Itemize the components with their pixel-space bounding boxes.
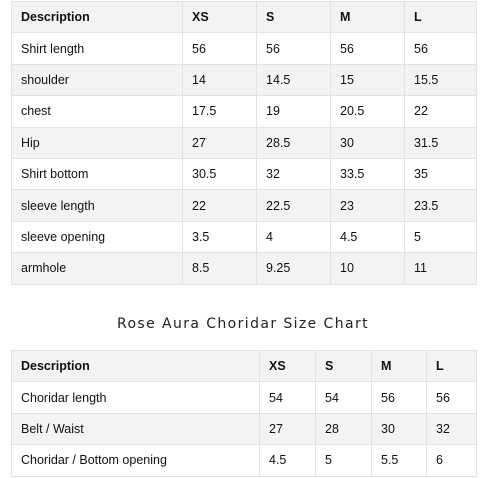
shirt-size-value: 56 — [330, 32, 405, 65]
shirt-size-value: 32 — [256, 157, 331, 191]
table-row: Choridar length 54 54 56 56 — [11, 381, 477, 414]
choridar-size-table: Description XS S M L Choridar length 54 54 56 56 B… — [11, 349, 477, 477]
choridar-column-header: S — [315, 349, 372, 383]
choridar-size-value: 5.5 — [371, 444, 427, 477]
table-row: Shirt bottom 30.5 32 33.5 35 — [11, 157, 477, 191]
shirt-size-value: 17.5 — [182, 95, 257, 128]
table-row: shoulder 14 14.5 15 15.5 — [11, 63, 477, 97]
shirt-size-value: 9.25 — [256, 252, 331, 285]
shirt-size-value: 15 — [330, 63, 405, 97]
shirt-size-table-body: Description XS S M L Shirt length 56 56 56 56 shou… — [11, 0, 477, 285]
choridar-size-chart-title: Rose Aura Choridar Size Chart — [116, 316, 370, 332]
table-row: chest 17.5 19 20.5 22 — [11, 95, 477, 128]
shirt-size-value: 30.5 — [182, 157, 257, 191]
table-row: sleeve opening 3.5 4 4.5 5 — [11, 220, 477, 254]
table-row: Choridar / Bottom opening 4.5 5 5.5 6 — [11, 444, 477, 477]
shirt-size-value: 28.5 — [256, 126, 331, 159]
shirt-size-value: 11 — [404, 252, 477, 285]
choridar-size-value: 32 — [426, 412, 477, 446]
shirt-size-value: 5 — [404, 220, 477, 254]
table-row: Shirt length 56 56 56 56 — [11, 32, 477, 65]
choridar-measurement-label: Belt / Waist — [11, 412, 260, 446]
shirt-size-table: Description XS S M L Shirt length 56 56 56 56 shou… — [11, 0, 477, 285]
shirt-size-value: 19 — [256, 95, 331, 128]
choridar-column-header: XS — [259, 349, 316, 383]
shirt-size-value: 22 — [182, 189, 257, 222]
table-row: Belt / Waist 27 28 30 32 — [11, 412, 477, 446]
shirt-size-value: 33.5 — [330, 157, 405, 191]
choridar-size-value: 27 — [259, 412, 316, 446]
shirt-size-value: 56 — [182, 32, 257, 65]
choridar-size-value: 56 — [371, 381, 427, 414]
choridar-size-table-body: Description XS S M L Choridar length 54 54 56 56 B… — [11, 349, 477, 477]
shirt-size-value: 27 — [182, 126, 257, 159]
shirt-measurement-label: sleeve opening — [11, 220, 183, 254]
choridar-size-value: 6 — [426, 444, 477, 477]
choridar-size-value: 54 — [259, 381, 316, 414]
choridar-column-header: L — [426, 349, 477, 383]
table-row: sleeve length 22 22.5 23 23.5 — [11, 189, 477, 222]
shirt-size-value: 23.5 — [404, 189, 477, 222]
shirt-measurement-label: Hip — [11, 126, 183, 159]
shirt-size-value: 56 — [404, 32, 477, 65]
table-row: armhole 8.5 9.25 10 11 — [11, 252, 477, 285]
shirt-size-value: 8.5 — [182, 252, 257, 285]
shirt-size-value: 22.5 — [256, 189, 331, 222]
shirt-measurement-label: Shirt length — [11, 32, 183, 65]
shirt-column-header: L — [404, 0, 477, 34]
choridar-column-header: M — [371, 349, 427, 383]
shirt-measurement-label: sleeve length — [11, 189, 183, 222]
shirt-size-value: 14.5 — [256, 63, 331, 97]
shirt-measurement-label: chest — [11, 95, 183, 128]
shirt-size-value: 23 — [330, 189, 405, 222]
shirt-measurement-label: shoulder — [11, 63, 183, 97]
choridar-size-value: 56 — [426, 381, 477, 414]
choridar-size-value: 5 — [315, 444, 372, 477]
shirt-size-value: 10 — [330, 252, 405, 285]
shirt-size-value: 14 — [182, 63, 257, 97]
choridar-size-value: 30 — [371, 412, 427, 446]
shirt-measurement-label: Shirt bottom — [11, 157, 183, 191]
shirt-size-value: 56 — [256, 32, 331, 65]
choridar-measurement-label: Choridar / Bottom opening — [11, 444, 260, 477]
shirt-size-value: 31.5 — [404, 126, 477, 159]
shirt-size-value: 4.5 — [330, 220, 405, 254]
shirt-size-value: 3.5 — [182, 220, 257, 254]
choridar-size-value: 28 — [315, 412, 372, 446]
shirt-size-value: 20.5 — [330, 95, 405, 128]
choridar-header-row: Description XS S M L — [11, 349, 477, 383]
shirt-size-value: 15.5 — [404, 63, 477, 97]
shirt-column-header: Description — [11, 0, 183, 34]
shirt-header-row: Description XS S M L — [11, 0, 477, 34]
shirt-column-header: M — [330, 0, 405, 34]
shirt-measurement-label: armhole — [11, 252, 183, 285]
shirt-size-value: 4 — [256, 220, 331, 254]
choridar-column-header: Description — [11, 349, 260, 383]
table-row: Hip 27 28.5 30 31.5 — [11, 126, 477, 159]
shirt-column-header: S — [256, 0, 331, 34]
choridar-size-value: 54 — [315, 381, 372, 414]
shirt-size-value: 30 — [330, 126, 405, 159]
choridar-size-value: 4.5 — [259, 444, 316, 477]
shirt-column-header: XS — [182, 0, 257, 34]
shirt-size-value: 22 — [404, 95, 477, 128]
shirt-size-value: 35 — [404, 157, 477, 191]
choridar-measurement-label: Choridar length — [11, 381, 260, 414]
